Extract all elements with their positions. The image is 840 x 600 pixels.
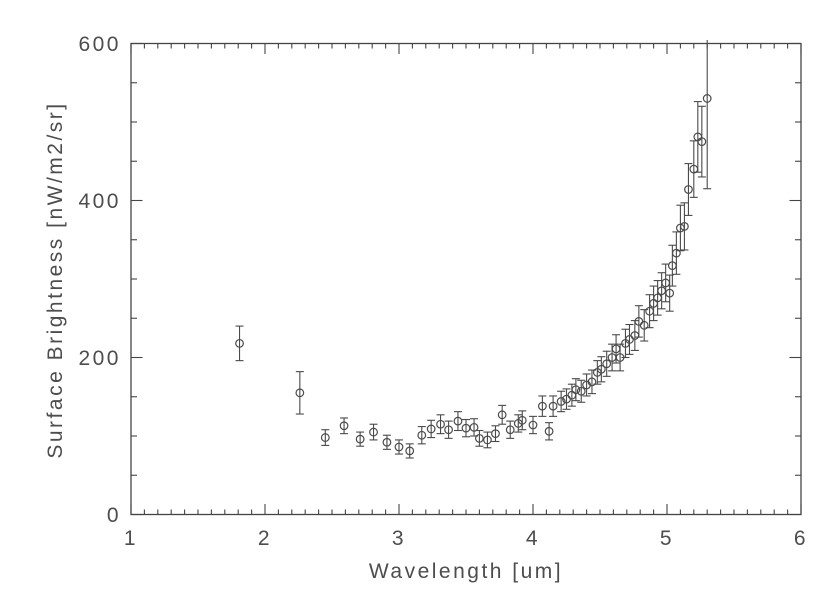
data-point [483,435,492,445]
data-point [576,386,586,396]
data-point [369,427,378,437]
data-point [320,433,330,442]
plot-layer: 1 2 3 4 5 6 0 200 400 600 [78,33,808,550]
x-tick-label: 2 [258,527,272,550]
data-point [702,94,712,103]
plot-border [130,42,802,516]
data-point [639,320,649,330]
data-point [469,422,479,432]
data-point [680,222,689,231]
y-tick-label: 0 [107,504,121,527]
data-point [382,437,392,447]
data-point [602,359,612,369]
data-point [491,429,500,439]
data-point [339,421,349,431]
data-point [587,377,597,387]
data-point [235,338,244,348]
x-tick-label: 4 [526,527,540,550]
y-tick-label: 600 [78,33,121,56]
data-point [475,433,484,443]
x-tick-label: 5 [660,527,674,550]
data-point [453,416,463,426]
data-point [571,385,581,395]
data-point [405,446,415,456]
x-tick-label: 6 [794,527,808,550]
data-point [505,425,515,435]
data-point [295,388,305,398]
data-point [417,430,427,440]
data-point [444,425,453,435]
data-point [394,442,404,452]
y-tick-label: 400 [78,190,121,213]
data-point [697,137,707,147]
data-point [355,434,365,444]
y-axis-label: Surface Brightness [nW/m2/sr] [44,101,67,458]
data-point [671,248,681,258]
data-point [517,415,527,425]
y-tick-label: 200 [78,347,121,370]
data-point [556,397,566,406]
data-point [544,426,554,436]
data-point [426,424,436,434]
data-point [497,410,507,420]
data-point [528,420,538,430]
x-tick-label: 3 [392,527,406,550]
data-point [436,419,445,429]
x-axis-label: Wavelength [um] [369,560,563,583]
data-point [537,401,547,411]
data-point [684,185,693,194]
data-point [548,401,558,411]
data-point [665,288,675,298]
x-tick-label: 1 [124,527,138,550]
data-point [596,364,606,374]
